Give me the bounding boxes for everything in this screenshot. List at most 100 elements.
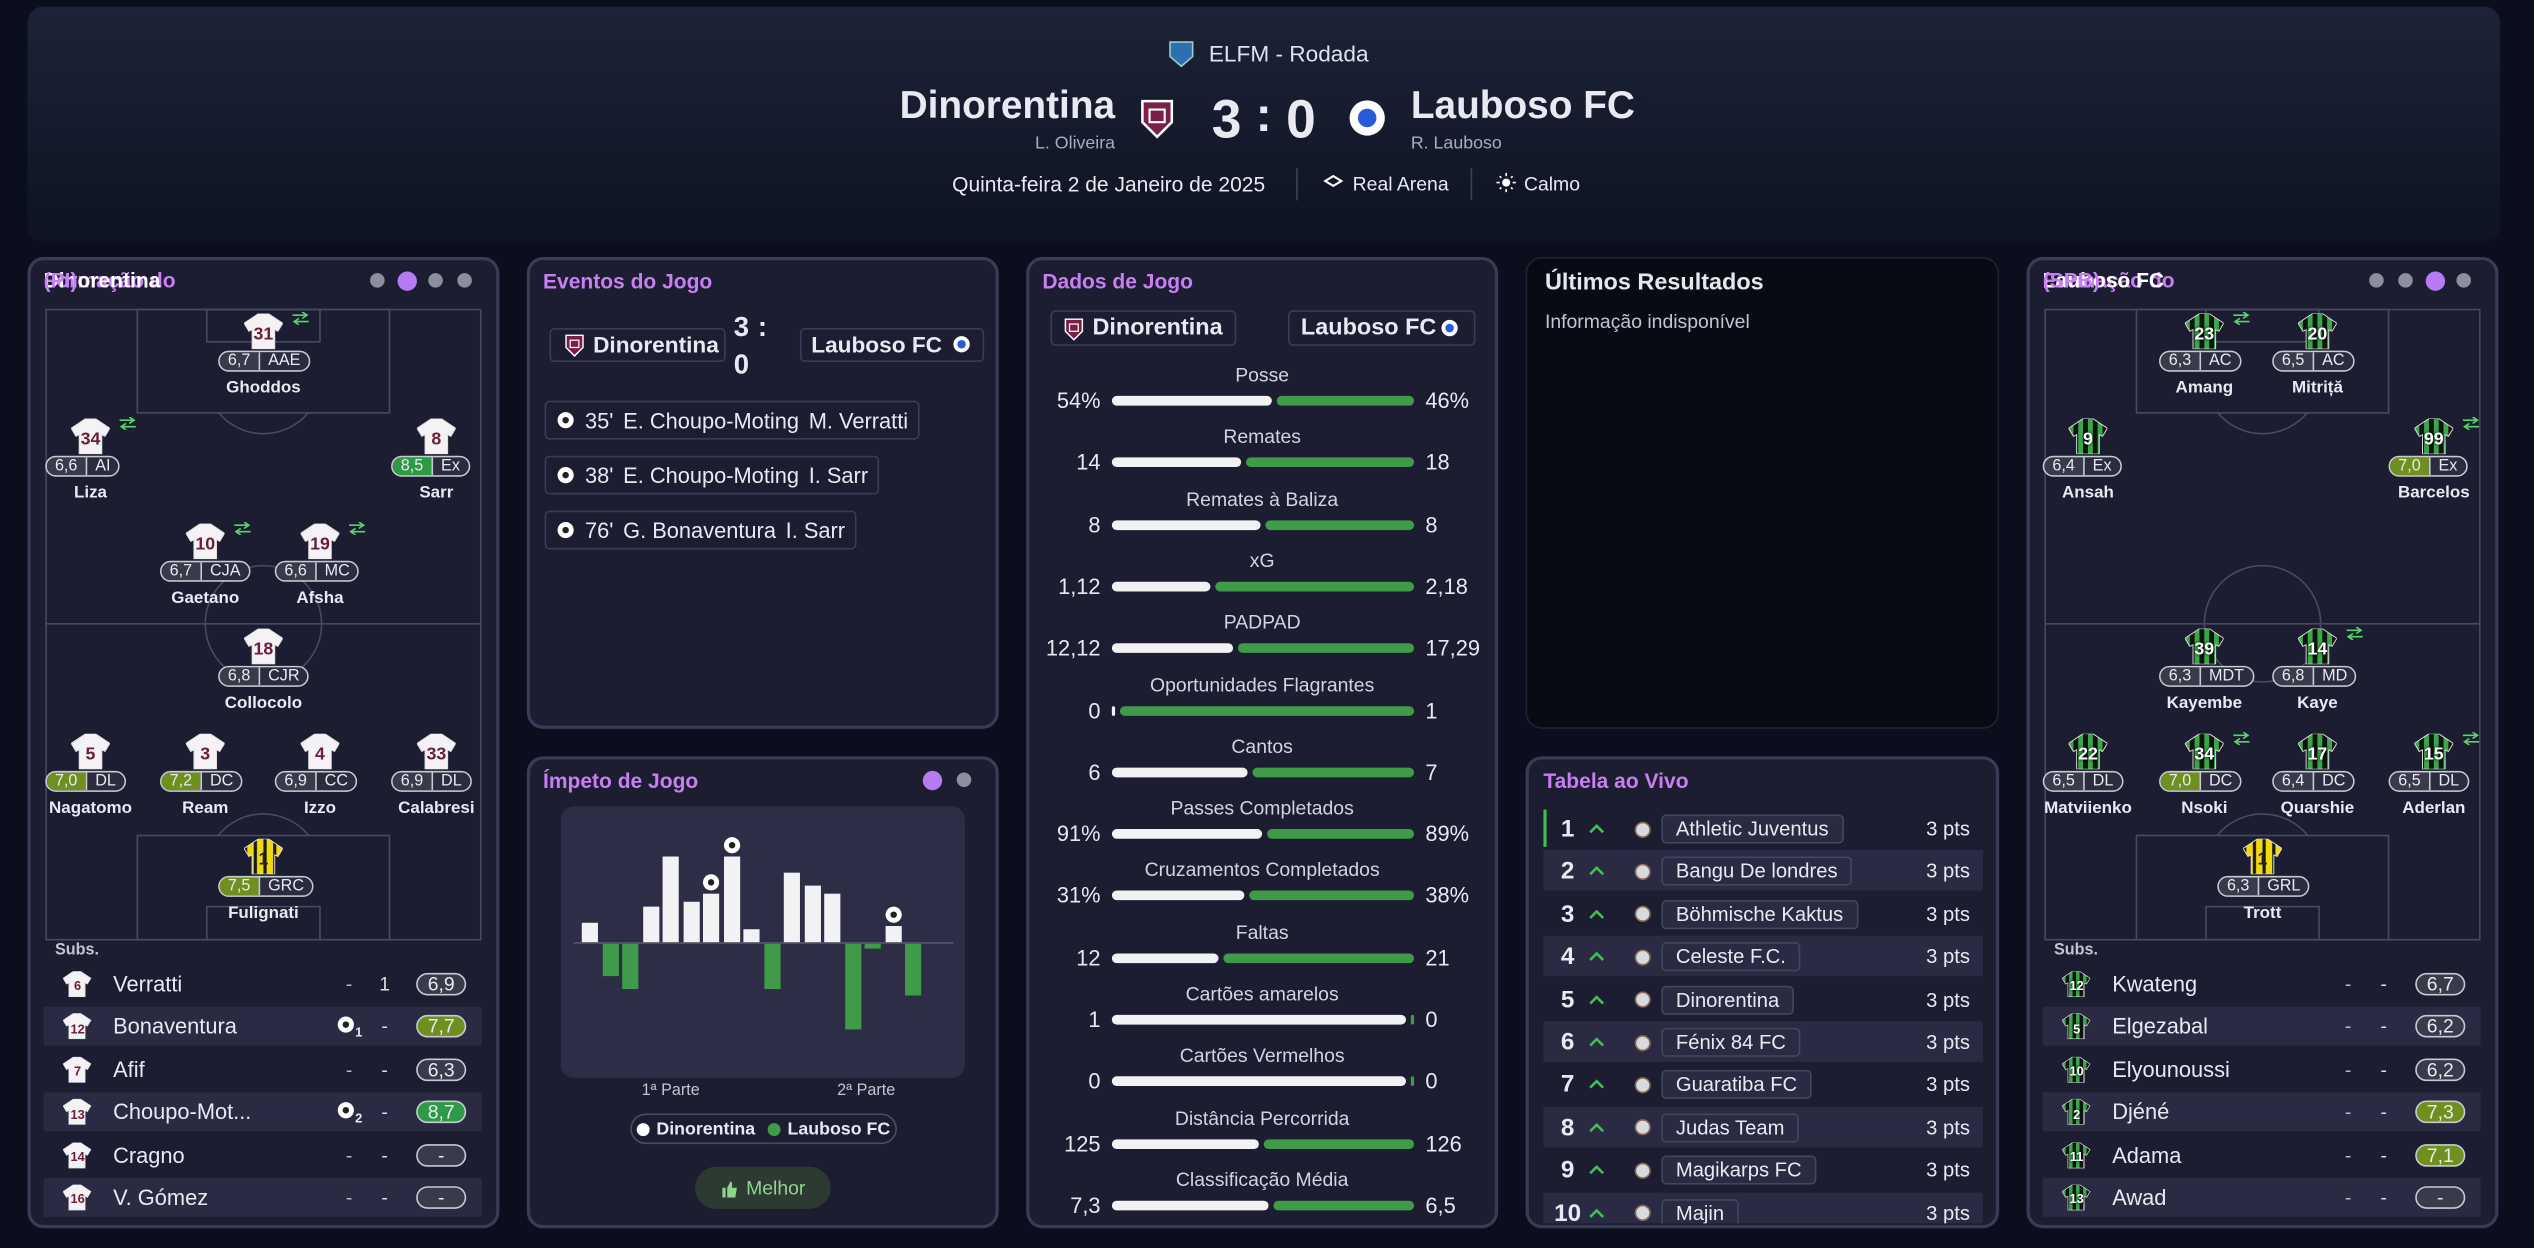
icon-part	[1068, 322, 1079, 332]
page-dot[interactable]	[921, 770, 942, 790]
position: AI	[85, 457, 119, 476]
sub-rating: 6,7	[2415, 972, 2466, 996]
points: 3 pts	[1926, 817, 1970, 841]
player-name: Nagatomo	[49, 798, 132, 818]
player-name: Collocolo	[224, 693, 303, 713]
shirt	[2062, 971, 2091, 997]
row-bg	[43, 1092, 482, 1132]
away-crest	[1346, 97, 1388, 139]
rating: 6,5	[2273, 352, 2313, 371]
icon-part	[1633, 1162, 1651, 1179]
rating-pill: 7,5 GRC	[218, 875, 314, 897]
team-name: Dinorentina	[1092, 315, 1223, 341]
away-crest	[1440, 318, 1459, 337]
icon-part	[1589, 994, 1605, 1004]
icon-part	[2184, 628, 2224, 665]
away-manager: R. Lauboso	[1410, 134, 1502, 154]
sub-name: Choupo-Mot...	[113, 1100, 252, 1125]
icon-part	[953, 336, 970, 353]
row-bg	[2042, 1092, 2481, 1132]
icon-part	[71, 418, 110, 455]
pitch	[2044, 307, 2481, 940]
player-name: Aderlan	[2402, 798, 2466, 818]
position: 1	[1560, 815, 1575, 843]
page-dot[interactable]	[2369, 273, 2384, 288]
shirt-number: 20	[2307, 324, 2328, 345]
home-value: 12,12	[1045, 636, 1101, 661]
icon-part	[2068, 418, 2108, 455]
event-minute: 35'	[585, 408, 614, 433]
icon-part	[2062, 1014, 2091, 1040]
momentum-bar	[864, 943, 881, 949]
rating-pill: 6,6 MC	[274, 560, 360, 582]
stat-name: Remates à Baliza	[1186, 487, 1339, 511]
icon-part	[1633, 906, 1651, 923]
icon-part	[2298, 313, 2337, 350]
panel	[1026, 256, 1499, 1229]
page-dot[interactable]	[428, 273, 443, 288]
home-bar	[1111, 767, 1249, 778]
icon-part	[63, 1184, 92, 1211]
shirt	[185, 733, 225, 770]
icon-part	[1169, 41, 1194, 68]
player-name: Nsoki	[2181, 798, 2228, 818]
page-dot[interactable]	[2424, 270, 2445, 291]
rating: 6,7	[219, 352, 259, 371]
away-value: 18	[1425, 450, 1450, 475]
away-bar	[1119, 705, 1415, 716]
stat-name: xG	[1249, 549, 1275, 572]
team-name: Dinorentina	[593, 331, 719, 358]
event-scorer: E. Choupo-Moting	[623, 408, 799, 433]
team-box: Magikarps FC	[1661, 1155, 1817, 1185]
icon-part	[557, 412, 574, 429]
team-box: Athletic Juventus	[1661, 814, 1844, 844]
rating: 7,5	[219, 877, 259, 896]
page-dot[interactable]	[457, 273, 472, 288]
icon-part	[2298, 628, 2337, 665]
rating-pill: 8,5 Ex	[391, 455, 470, 477]
shirt	[63, 1014, 92, 1040]
momentum-bar	[662, 856, 679, 943]
icon-part	[2462, 416, 2480, 430]
sub-name: V. Gómez	[113, 1185, 209, 1210]
away-value: 2,18	[1425, 574, 1468, 599]
page-dot[interactable]	[956, 772, 972, 788]
icon-part	[2062, 1056, 2091, 1083]
position: DL	[85, 772, 124, 791]
shirt	[2062, 1014, 2091, 1040]
button[interactable]: Melhor	[694, 1166, 831, 1209]
sub-rating: 6,2	[2415, 1015, 2466, 1039]
page-dot[interactable]	[396, 270, 417, 291]
rating: 7,2	[161, 772, 201, 791]
goals: -	[2344, 1143, 2352, 1167]
icon-part	[1633, 1119, 1651, 1136]
home-value: 91%	[1056, 821, 1101, 847]
panel-title: Tabela ao Vivo	[1543, 768, 1689, 793]
icon-part	[416, 418, 456, 455]
shirt-number: 13	[2069, 1192, 2084, 1208]
position: 7	[1560, 1071, 1575, 1099]
page-dot[interactable]	[370, 273, 385, 288]
momentum-bar	[622, 943, 639, 990]
ball-icon	[883, 905, 902, 924]
shirt-number: 6	[74, 979, 82, 994]
home-value: 6	[1088, 760, 1101, 785]
player-name: Amang	[2175, 378, 2234, 398]
away-bar	[1276, 395, 1415, 406]
sub-name: Djéné	[2112, 1100, 2170, 1125]
sub-icon	[2232, 732, 2251, 746]
home-value: 8	[1088, 512, 1101, 537]
page-dot[interactable]	[2398, 273, 2413, 288]
home-bar	[1111, 395, 1272, 406]
icon-part	[2184, 628, 2224, 665]
points: 3 pts	[1926, 1073, 1970, 1097]
assists: -	[2380, 972, 2387, 996]
team-box: Dinorentina	[1661, 985, 1794, 1015]
rating-pill: 6,8 CJR	[218, 665, 310, 687]
icon-part	[1589, 824, 1605, 834]
icon-part	[349, 521, 366, 535]
icon-part	[1589, 1122, 1605, 1132]
icon-part	[2462, 732, 2480, 746]
trend-up	[1589, 1037, 1605, 1048]
page-dot[interactable]	[2456, 273, 2471, 288]
